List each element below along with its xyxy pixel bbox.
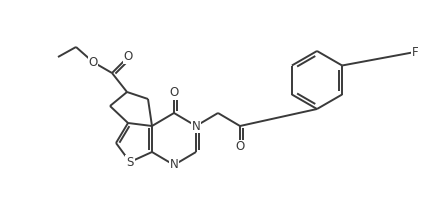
Text: O: O (169, 87, 178, 100)
Text: O: O (89, 55, 98, 69)
Text: N: N (192, 120, 200, 132)
Text: O: O (235, 141, 245, 153)
Text: S: S (126, 155, 133, 168)
Text: F: F (412, 46, 418, 58)
Text: N: N (170, 159, 178, 171)
Text: O: O (124, 50, 133, 64)
